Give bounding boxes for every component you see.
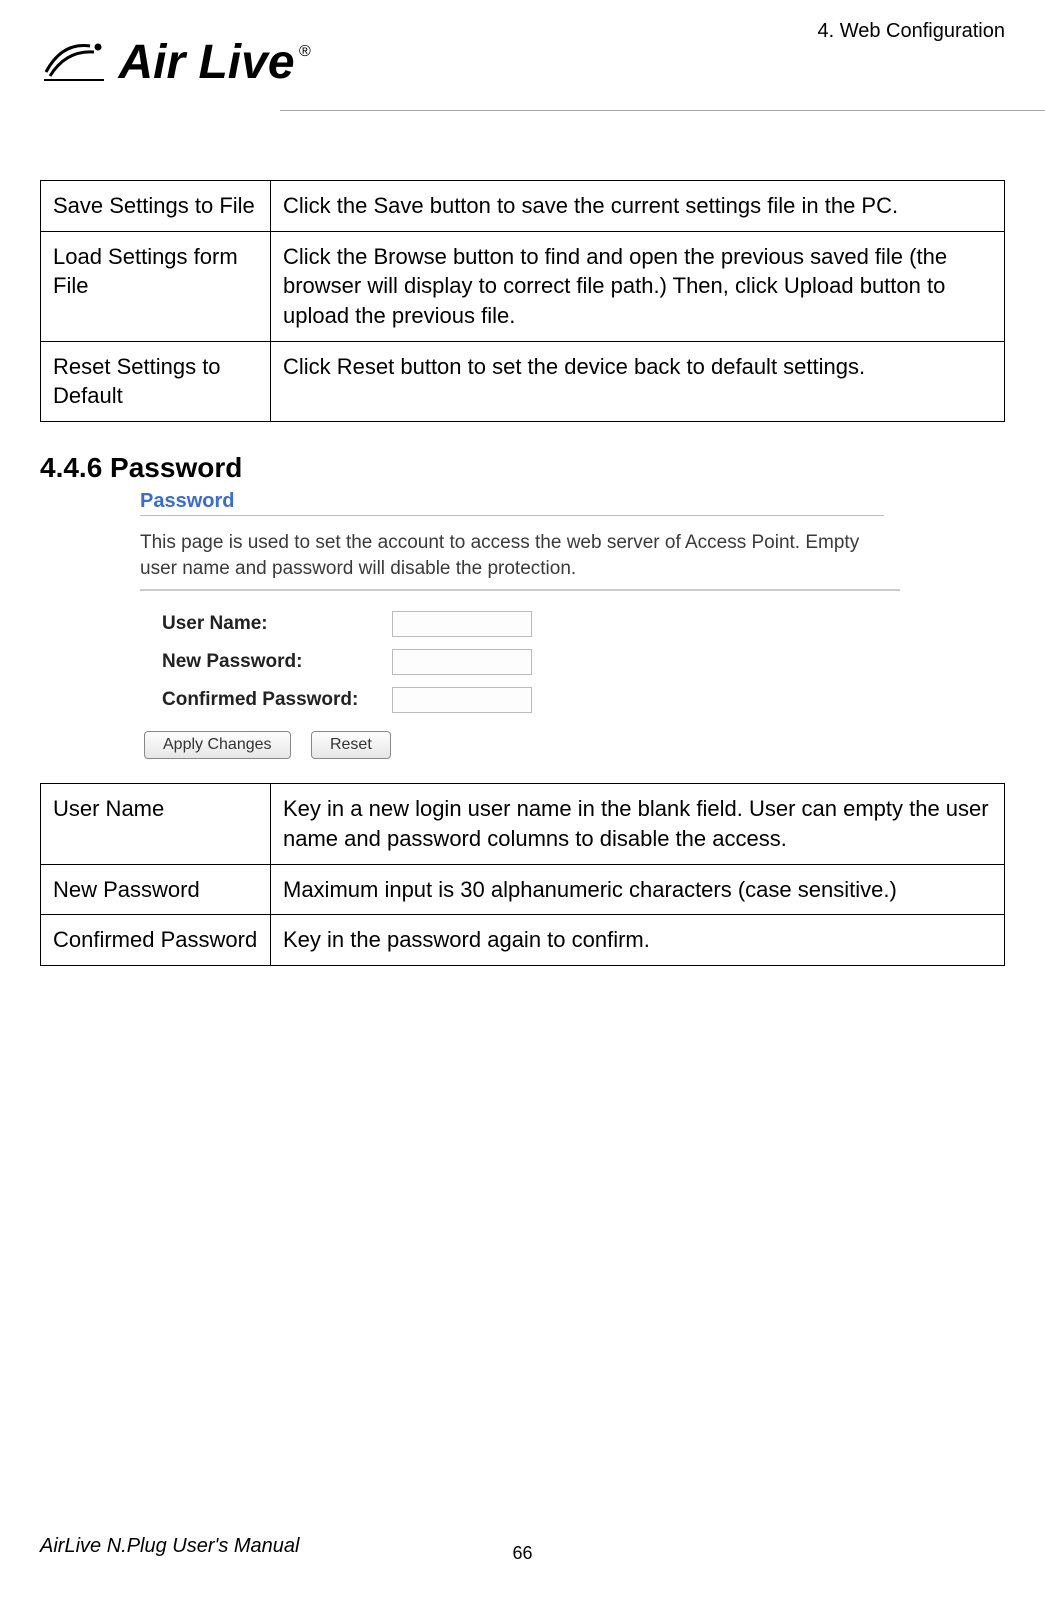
cell-desc: Key in a new login user name in the blan… — [271, 784, 1005, 864]
password-fields-table: User Name Key in a new login user name i… — [40, 783, 1005, 966]
cell-label: User Name — [41, 784, 271, 864]
username-input[interactable] — [392, 611, 532, 637]
table-row: Load Settings form File Click the Browse… — [41, 231, 1005, 341]
page-header: 4. Web Configuration Air Live ® — [40, 30, 1005, 140]
header-section-label: 4. Web Configuration — [817, 20, 1005, 43]
footer-manual-title: AirLive N.Plug User's Manual — [40, 1535, 299, 1557]
button-row: Apply Changes Reset — [140, 731, 900, 759]
logo-text: Air Live — [118, 35, 294, 90]
footer-page-number: 66 — [512, 1543, 532, 1564]
cell-desc: Click the Save button to save the curren… — [271, 181, 1005, 232]
table-row: Save Settings to File Click the Save but… — [41, 181, 1005, 232]
cell-label: Reset Settings to Default — [41, 341, 271, 421]
table-row: Confirmed Password Key in the password a… — [41, 915, 1005, 966]
header-divider — [280, 110, 1045, 111]
new-password-input[interactable] — [392, 649, 532, 675]
cell-label: New Password — [41, 864, 271, 915]
cell-desc: Key in the password again to confirm. — [271, 915, 1005, 966]
new-password-label: New Password: — [162, 651, 392, 673]
cell-desc: Maximum input is 30 alphanumeric charact… — [271, 864, 1005, 915]
cell-label: Save Settings to File — [41, 181, 271, 232]
confirmed-password-input[interactable] — [392, 687, 532, 713]
page-footer: AirLive N.Plug User's Manual 66 — [40, 1535, 1005, 1558]
cell-desc: Click the Browse button to find and open… — [271, 231, 1005, 341]
table-row: New Password Maximum input is 30 alphanu… — [41, 864, 1005, 915]
panel-divider — [140, 589, 900, 591]
reset-button[interactable]: Reset — [311, 731, 391, 759]
brand-logo: Air Live ® — [40, 35, 311, 90]
panel-title: Password — [140, 490, 884, 516]
username-label: User Name: — [162, 613, 392, 635]
form-row-confirmed-password: Confirmed Password: — [140, 687, 900, 713]
cell-label: Load Settings form File — [41, 231, 271, 341]
cell-label: Confirmed Password — [41, 915, 271, 966]
table-row: User Name Key in a new login user name i… — [41, 784, 1005, 864]
confirmed-password-label: Confirmed Password: — [162, 689, 392, 711]
logo-swoosh-icon — [40, 36, 110, 89]
table-row: Reset Settings to Default Click Reset bu… — [41, 341, 1005, 421]
section-heading: 4.4.6 Password — [40, 452, 1005, 484]
cell-desc: Click Reset button to set the device bac… — [271, 341, 1005, 421]
panel-description: This page is used to set the account to … — [140, 530, 900, 581]
logo-registered-mark: ® — [299, 43, 311, 60]
apply-changes-button[interactable]: Apply Changes — [144, 731, 291, 759]
password-config-panel: Password This page is used to set the ac… — [140, 490, 900, 759]
form-row-new-password: New Password: — [140, 649, 900, 675]
settings-file-table: Save Settings to File Click the Save but… — [40, 180, 1005, 422]
form-row-username: User Name: — [140, 611, 900, 637]
